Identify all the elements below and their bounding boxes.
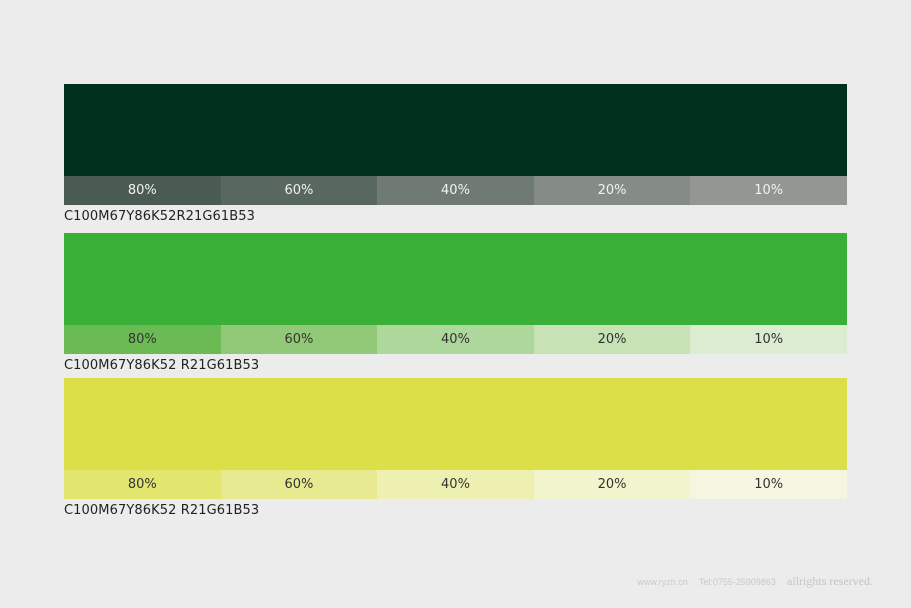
tint-label: 20% [597,332,627,347]
tint-20: 20% [533,470,691,499]
tint-label: 20% [597,477,627,492]
tint-label: 40% [441,332,470,347]
tint-60: 60% [220,176,378,205]
tint-10: 10% [690,325,847,354]
tint-label: 20% [597,183,627,198]
tint-10: 10% [690,470,847,499]
tint-label: 60% [284,332,314,347]
color-swatch-green: 80% 60% 40% 20% 10% C100M67Y86K52 R21G61… [64,233,847,373]
color-code-label: C100M67Y86K52 R21G61B53 [64,358,260,373]
tint-label: 60% [284,183,314,198]
tint-label: 10% [754,332,784,347]
main-color-block [64,378,847,470]
main-color-block [64,84,847,176]
tint-40: 40% [377,470,534,499]
footer-rights: allrights reserved. [787,574,873,588]
tint-label: 10% [754,183,784,198]
tint-80: 80% [64,176,221,205]
tint-20: 20% [533,176,691,205]
footer-site: www.ryzh.cn [637,577,688,587]
tint-label: 80% [127,183,157,198]
tint-60: 60% [220,470,378,499]
tint-label: 80% [127,477,157,492]
tint-label: 10% [754,477,784,492]
tint-80: 80% [64,325,221,354]
tint-label: 60% [284,477,314,492]
footer-watermark: www.ryzh.cn Tel:0755-25909863 allrights … [637,570,873,589]
footer-tel: Tel:0755-25909863 [698,577,776,587]
tint-row: 80% 60% 40% 20% 10% [64,176,847,205]
tint-60: 60% [220,325,378,354]
main-color-block [64,233,847,325]
color-code-label: C100M67Y86K52R21G61B53 [64,209,256,224]
tint-10: 10% [690,176,847,205]
tint-20: 20% [533,325,691,354]
tint-40: 40% [377,176,534,205]
tint-row: 80% 60% 40% 20% 10% [64,470,847,499]
tint-row: 80% 60% 40% 20% 10% [64,325,847,354]
color-swatch-yellow-green: 80% 60% 40% 20% 10% C100M67Y86K52 R21G61… [64,378,847,518]
color-swatch-dark-green: 80% 60% 40% 20% 10% C100M67Y86K52R21G61B… [64,84,847,224]
tint-label: 40% [441,183,470,198]
color-code-label: C100M67Y86K52 R21G61B53 [64,503,260,518]
tint-40: 40% [377,325,534,354]
tint-label: 40% [441,477,470,492]
tint-label: 80% [127,332,157,347]
tint-80: 80% [64,470,221,499]
